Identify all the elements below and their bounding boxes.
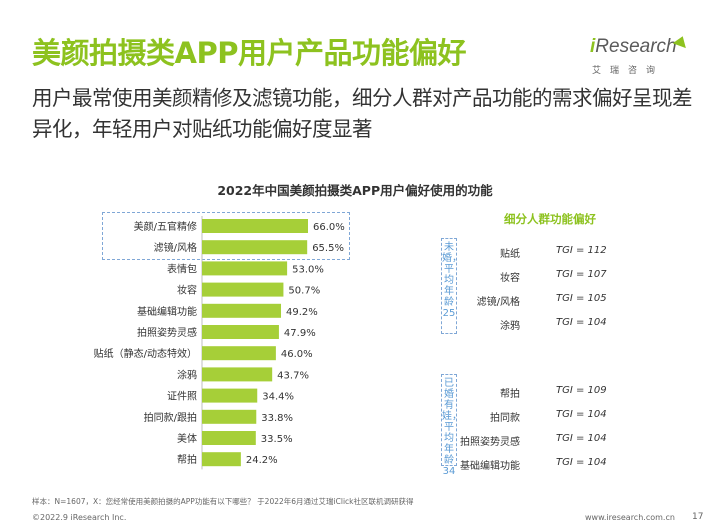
- bar: [202, 325, 279, 339]
- page-number: 17: [692, 512, 704, 522]
- data-label: 24.2%: [246, 455, 278, 466]
- site-url: www.iresearch.com.cn: [585, 513, 675, 522]
- bar: [202, 409, 257, 424]
- segment-item-name: 基础编辑功能: [460, 461, 520, 472]
- category-label: 美颜/五官精修: [134, 220, 197, 233]
- chart-title: 2022年中国美颜拍摄类APP用户偏好使用的功能: [217, 183, 493, 198]
- page-subtitle: 用户最常使用美颜精修及滤镜功能，细分人群对产品功能的需求偏好呈现差异化，年轻用户…: [32, 86, 693, 141]
- category-label: 基础编辑功能: [137, 305, 197, 318]
- segment-item-tgi: TGI = 109: [556, 385, 607, 396]
- data-label: 66.0%: [313, 222, 345, 233]
- segment-item-tgi: TGI = 107: [556, 269, 607, 280]
- segment-item-tgi: TGI = 104: [556, 409, 607, 420]
- segment-item-name: 滤镜/风格: [476, 297, 520, 308]
- data-label: 53.0%: [292, 264, 324, 275]
- category-label: 美体: [177, 432, 197, 445]
- segment-title: 细分人群功能偏好: [504, 212, 596, 226]
- data-label: 65.5%: [312, 243, 344, 254]
- segment-item-tgi: TGI = 112: [556, 245, 607, 256]
- data-label: 50.7%: [288, 286, 320, 297]
- category-label: 拍照姿势灵感: [137, 326, 197, 339]
- segment-item-tgi: TGI = 104: [556, 317, 607, 328]
- data-label: 33.8%: [261, 413, 293, 424]
- data-label: 47.9%: [284, 328, 316, 339]
- segment-item-name: 拍同款: [490, 413, 520, 424]
- category-label: 滤镜/风格: [154, 241, 197, 254]
- category-label: 表情包: [167, 262, 197, 275]
- category-label: 拍同款/跟拍: [144, 411, 197, 424]
- data-label: 33.5%: [261, 434, 293, 445]
- bar: [202, 346, 276, 361]
- bar: [202, 367, 273, 382]
- segment-group-label-unmarried: 未婚，平均年龄25: [441, 238, 462, 334]
- segment-item-tgi: TGI = 105: [556, 293, 607, 304]
- category-label: 帮拍: [177, 453, 197, 466]
- sample-footnote: 样本：N=1607，X：您经常使用美颜拍摄的APP功能有以下哪些？ 于2022年…: [32, 497, 414, 506]
- segment-item-name: 涂鸦: [500, 321, 520, 332]
- bar: [202, 219, 308, 233]
- page-title: 美颜拍摄类APP用户产品功能偏好: [32, 36, 466, 70]
- segment-item-tgi: TGI = 104: [556, 433, 607, 444]
- bar: [202, 240, 308, 255]
- copyright: ©2022.9 iResearch Inc.: [32, 513, 127, 522]
- data-label: 46.0%: [281, 349, 313, 360]
- bar: [202, 388, 258, 403]
- segment-item-tgi: TGI = 104: [556, 457, 607, 468]
- segment-item-name: 拍照姿势灵感: [460, 437, 520, 448]
- logo-text: iResearch: [590, 36, 677, 57]
- bar: [202, 261, 288, 276]
- segment-item-name: 贴纸: [500, 249, 520, 260]
- segment-item-name: 妆容: [500, 273, 520, 284]
- data-label: 43.7%: [277, 370, 309, 381]
- logo-subtext: 艾瑞咨询: [592, 66, 665, 76]
- bar: [202, 303, 282, 318]
- top-two-highlight-box: [102, 212, 350, 260]
- category-label: 证件照: [167, 391, 197, 403]
- segment-item-name: 帮拍: [500, 389, 520, 400]
- bar: [202, 282, 284, 297]
- category-label: 贴纸（静态/动态特效）: [94, 347, 197, 360]
- data-label: 49.2%: [286, 307, 318, 318]
- bar: [202, 431, 256, 445]
- data-label: 34.4%: [262, 392, 294, 403]
- iresearch-logo: iResearch 艾瑞咨询: [590, 33, 690, 80]
- category-label: 涂鸦: [177, 368, 197, 381]
- segment-group-label-married: 已婚有娃，平均年龄34: [441, 374, 462, 477]
- bar: [202, 452, 241, 467]
- category-label: 妆容: [177, 284, 197, 297]
